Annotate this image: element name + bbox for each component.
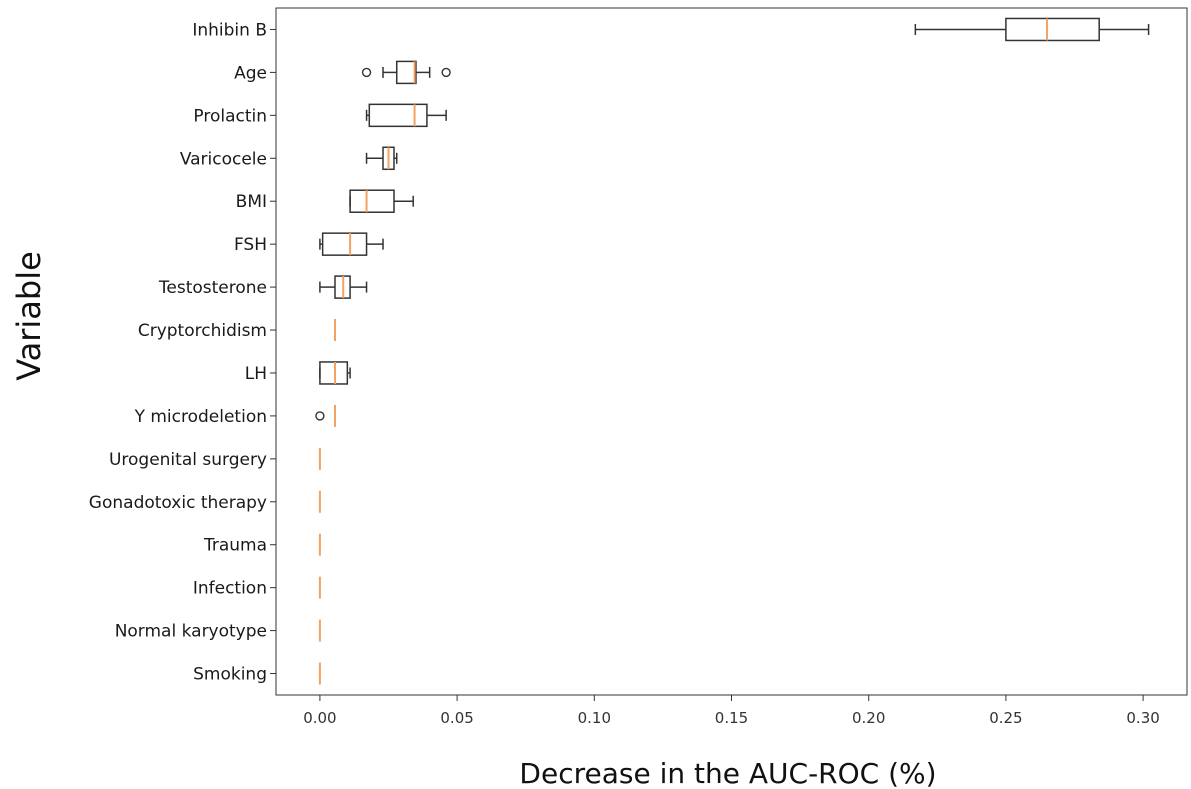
y-tick-label: Testosterone (158, 278, 267, 298)
plot-frame (275, 7, 1188, 696)
outlier-point (315, 411, 325, 421)
y-tick-label: Gonadotoxic therapy (89, 493, 267, 513)
box-iqr (319, 361, 349, 385)
y-tick-label: Age (234, 63, 267, 83)
y-tick-label: Prolactin (193, 106, 267, 126)
x-tick-label: 0.20 (852, 709, 885, 727)
y-tick-label: Urogenital surgery (109, 450, 267, 470)
x-axis-title: Decrease in the AUC-ROC (%) (519, 757, 936, 789)
y-tick-label: Trauma (203, 536, 267, 556)
box-iqr (321, 232, 368, 256)
y-tick-label: Inhibin B (192, 20, 267, 40)
x-tick-label: 0.05 (440, 709, 473, 727)
outlier-point (361, 67, 372, 78)
y-tick-label: Infection (193, 579, 267, 599)
y-tick-label: Normal karyotype (115, 622, 267, 642)
x-tick-label: 0.10 (578, 709, 611, 727)
y-tick-label: LH (245, 364, 267, 384)
y-tick-label: Y microdeletion (134, 407, 267, 427)
x-tick-label: 0.25 (989, 709, 1022, 727)
x-tick-label: 0.15 (715, 709, 748, 727)
box-iqr (395, 60, 417, 85)
y-tick-label: Cryptorchidism (138, 321, 267, 341)
box-iqr (368, 103, 428, 128)
y-tick-label: Smoking (193, 665, 267, 685)
y-tick-label: FSH (234, 235, 267, 255)
box-iqr (1005, 17, 1100, 42)
outlier-point (441, 67, 451, 78)
y-axis-title: Variable (10, 251, 48, 381)
x-tick-label: 0.30 (1126, 709, 1159, 727)
box-iqr (349, 189, 395, 213)
y-tick-label: Varicocele (180, 149, 267, 169)
y-tick-label: BMI (236, 192, 267, 212)
x-tick-label: 0.00 (303, 709, 336, 727)
